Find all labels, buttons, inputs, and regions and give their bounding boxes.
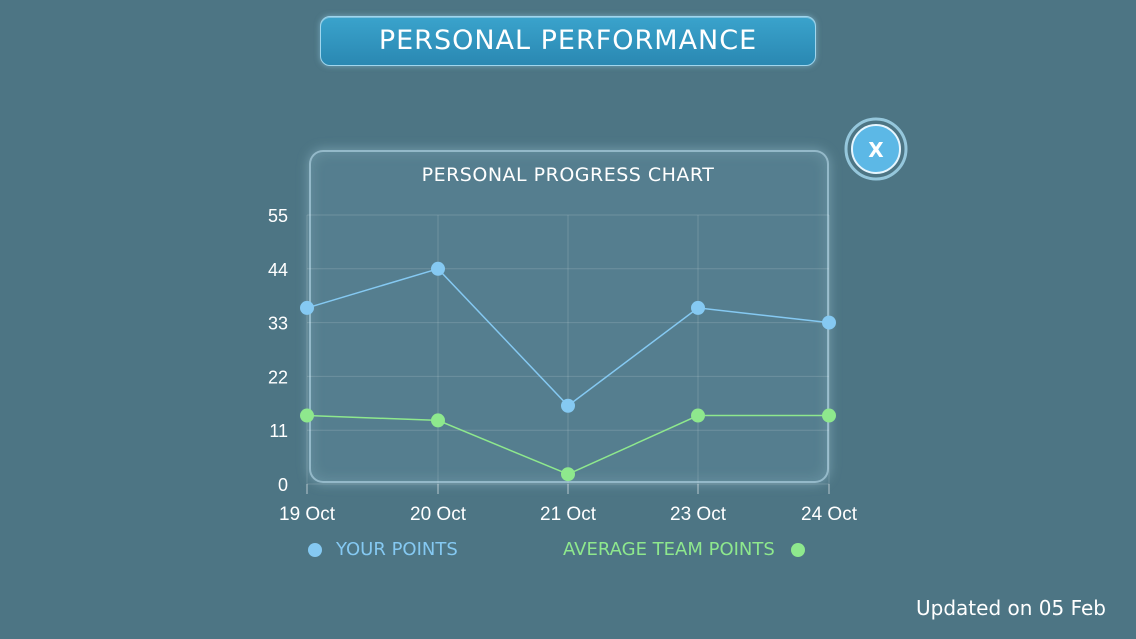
data-point-series-0 [822, 315, 836, 330]
legend-your-points-label: YOUR POINTS [336, 539, 458, 560]
x-tick-label: 23 Oct [670, 504, 727, 525]
data-point-series-1 [822, 408, 836, 423]
legend-your-points: YOUR POINTS [308, 538, 458, 562]
data-point-series-0 [431, 261, 445, 276]
legend-team-points-label: AVERAGE TEAM POINTS [563, 539, 775, 560]
close-label: X [868, 138, 884, 162]
close-button[interactable]: X [844, 117, 908, 181]
chart-panel [309, 150, 829, 483]
y-tick-label: 11 [269, 421, 288, 441]
chart-title: PERSONAL PROGRESS CHART [421, 164, 715, 186]
page-title: PERSONAL PERFORMANCE [320, 16, 816, 66]
data-point-series-0 [561, 398, 575, 413]
y-tick-label: 33 [268, 314, 288, 334]
close-icon: X [844, 117, 908, 181]
x-tick-label: 21 Oct [540, 504, 597, 525]
x-tick-label: 19 Oct [279, 504, 336, 525]
data-point-series-1 [691, 408, 705, 423]
y-tick-label: 44 [268, 260, 288, 280]
data-point-series-1 [300, 408, 314, 423]
data-point-series-0 [300, 300, 314, 315]
legend-team-points-marker [790, 543, 805, 557]
data-point-series-1 [561, 467, 575, 482]
y-tick-label: 22 [268, 367, 288, 387]
x-tick-label: 20 Oct [410, 504, 467, 525]
data-point-series-1 [431, 413, 445, 428]
legend-your-points-marker [308, 543, 322, 557]
updated-timestamp: Updated on 05 Feb [916, 596, 1106, 620]
y-tick-label: 55 [268, 206, 288, 226]
x-tick-label: 24 Oct [801, 504, 858, 525]
legend-team-points: AVERAGE TEAM POINTS [563, 538, 805, 562]
data-point-series-0 [691, 300, 705, 315]
y-tick-label: 0 [278, 475, 288, 495]
